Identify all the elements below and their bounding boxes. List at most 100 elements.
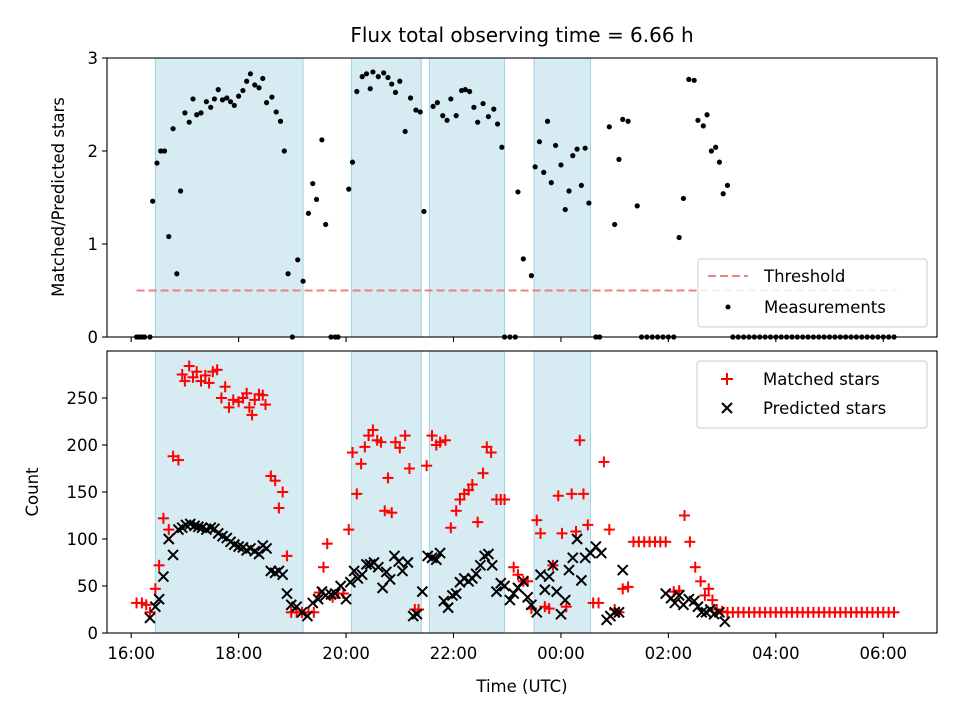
predicted-star-point — [380, 566, 393, 578]
measurement-point — [170, 126, 176, 132]
matched-star-point — [382, 472, 394, 484]
measurement-point — [582, 145, 588, 151]
matched-star-point — [699, 589, 711, 601]
matched-star-point — [163, 524, 175, 536]
matched-star-point — [508, 561, 520, 573]
measurement-point — [480, 100, 486, 107]
bot-x-tick-label: 00:00 — [537, 644, 585, 663]
measurement-point — [471, 104, 477, 110]
measurement-point — [528, 273, 535, 279]
legend-predicted-swatch — [721, 402, 733, 414]
measurement-point — [541, 169, 547, 175]
bot-y-tick-label: 100 — [67, 530, 99, 549]
measurement-point — [680, 195, 687, 202]
matched-star-point — [355, 458, 367, 470]
measurement-point — [219, 97, 226, 103]
matched-star-point — [203, 377, 215, 389]
matched-star-point — [183, 360, 195, 372]
bot-y-tick-label: 0 — [88, 624, 99, 643]
matched-star-point — [566, 488, 578, 500]
measurement-point — [397, 78, 403, 84]
top-y-tick-label: 1 — [88, 235, 99, 254]
predicted-star-point — [434, 547, 446, 559]
measurement-point — [363, 71, 370, 77]
measurement-point — [515, 189, 521, 195]
measurement-point — [520, 256, 526, 262]
measurement-point — [548, 180, 554, 186]
measurement-point — [566, 188, 572, 194]
matched-star-point — [179, 375, 191, 387]
measurement-point — [269, 94, 275, 100]
bot-y-tick-label: 150 — [67, 483, 99, 502]
measurement-point — [634, 203, 640, 209]
measurement-point — [440, 113, 446, 119]
measurement-point — [194, 112, 200, 118]
measurement-point — [319, 137, 325, 143]
predicted-star-point — [281, 587, 293, 600]
bot-x-tick-label: 22:00 — [430, 644, 478, 663]
top-legend: Threshold Measurements — [697, 258, 928, 328]
measurement-point — [158, 148, 164, 154]
predicted-stars-points — [144, 518, 731, 628]
measurement-point — [704, 112, 710, 118]
top-x-ticks — [130, 337, 884, 342]
measurement-point — [708, 148, 714, 154]
matched-star-point — [706, 594, 718, 606]
predicted-star-point — [442, 601, 454, 614]
measurement-point — [686, 76, 692, 82]
measurement-point — [612, 221, 618, 228]
predicted-star-point — [613, 606, 625, 619]
predicted-star-point — [567, 552, 579, 564]
measurement-point — [252, 82, 258, 88]
measurement-point — [277, 118, 284, 124]
matched-star-point — [347, 447, 359, 459]
bot-x-tick-label: 02:00 — [645, 644, 693, 663]
predicted-star-point — [504, 594, 516, 606]
matched-star-point — [257, 389, 269, 401]
measurement-point — [263, 100, 270, 106]
measurement-point — [215, 87, 221, 93]
top-y-axis-label: Matched/Predicted stars — [49, 97, 68, 297]
matched-star-point — [375, 436, 387, 448]
measurement-point — [375, 74, 381, 80]
measurement-point — [177, 188, 184, 194]
matched-star-point — [199, 369, 211, 381]
predicted-star-point — [575, 574, 588, 587]
predicted-star-point — [563, 564, 575, 576]
measurement-point — [716, 159, 723, 165]
top-observing-window-2 — [428, 57, 506, 338]
predicted-star-point — [334, 580, 347, 592]
matched-star-point — [570, 525, 582, 537]
predicted-star-point — [253, 548, 265, 560]
top-observing-window-3 — [533, 57, 591, 338]
predicted-star-point — [260, 542, 273, 555]
predicted-star-point — [192, 521, 205, 533]
measurement-point — [186, 119, 192, 125]
matched-star-point — [466, 478, 478, 490]
top-y-tick-label: 2 — [88, 142, 99, 161]
measurement-point — [462, 87, 468, 93]
predicted-star-point — [547, 559, 559, 572]
measurement-point — [260, 75, 266, 82]
predicted-star-point — [149, 600, 162, 613]
matched-star-point — [144, 606, 156, 618]
matched-star-point — [140, 599, 152, 611]
predicted-star-point — [329, 587, 342, 600]
measurement-point — [720, 191, 726, 197]
matched-star-point — [249, 394, 261, 406]
predicted-star-point — [490, 585, 503, 598]
measurement-point — [402, 128, 408, 135]
matched-star-point — [703, 583, 715, 595]
predicted-star-point — [669, 597, 681, 609]
measurement-point — [536, 139, 543, 145]
top-observing-window-1 — [350, 57, 422, 338]
predicted-star-point — [344, 576, 357, 588]
predicted-star-point — [384, 573, 396, 586]
matched-star-point — [578, 488, 590, 500]
matched-star-point — [454, 494, 466, 506]
predicted-star-point — [474, 559, 487, 572]
measurement-point — [224, 95, 230, 101]
measurement-point — [367, 86, 373, 92]
predicted-star-point — [340, 593, 352, 605]
